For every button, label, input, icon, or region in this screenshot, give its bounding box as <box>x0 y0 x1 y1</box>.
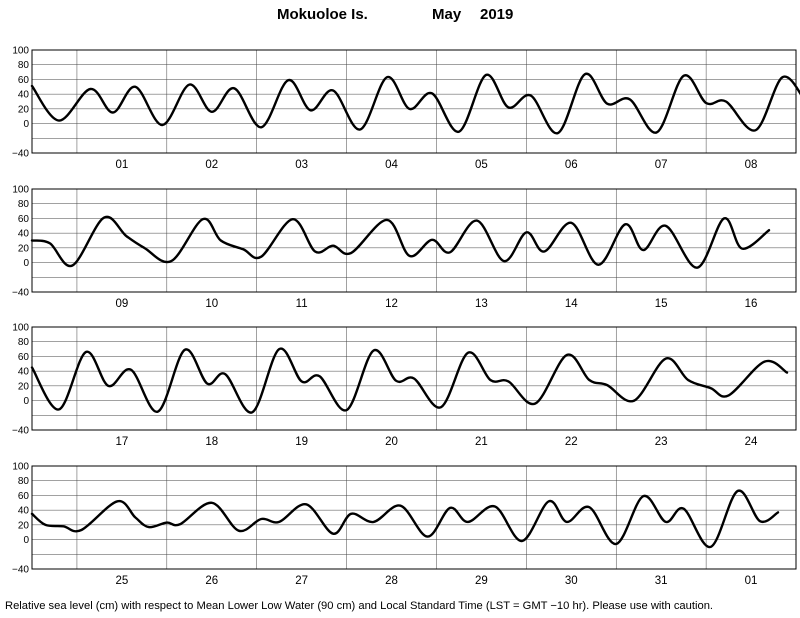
y-tick-label: 40 <box>18 367 30 378</box>
day-label: 25 <box>115 575 128 587</box>
day-label: 12 <box>385 298 398 310</box>
tide-panel-1: 100 80 60 40 20 0 −40 01 02 03 04 05 06 07 08 <box>12 46 800 171</box>
y-tick-label: 0 <box>23 396 29 407</box>
y-tick-label: 20 <box>18 243 30 254</box>
panel-frame <box>31 188 797 293</box>
day-label: 02 <box>205 159 218 171</box>
day-label: 19 <box>295 436 308 448</box>
day-label: 13 <box>475 298 488 310</box>
y-tick-label: 40 <box>18 229 30 240</box>
day-label: 29 <box>475 575 488 587</box>
tide-curve <box>30 347 789 414</box>
y-tick-label: 0 <box>23 119 29 130</box>
tide-curve <box>30 215 771 269</box>
day-label: 03 <box>295 159 308 171</box>
day-label: 28 <box>385 575 398 587</box>
caption: Relative sea level (cm) with respect to … <box>5 600 714 612</box>
day-label: 24 <box>745 436 758 448</box>
chart-title-year: 2019 <box>480 6 514 23</box>
y-tick-label: 60 <box>18 214 30 225</box>
tide-panel-4: 100 80 60 40 20 0 −40 25 26 27 28 29 30 31 01 <box>12 462 797 587</box>
day-label: 21 <box>475 436 488 448</box>
day-label: 10 <box>205 298 218 310</box>
day-label: 18 <box>205 436 218 448</box>
day-label: 17 <box>115 436 128 448</box>
day-label: 07 <box>655 159 668 171</box>
day-label: 23 <box>655 436 668 448</box>
day-label: 20 <box>385 436 398 448</box>
day-label: 27 <box>295 575 308 587</box>
y-tick-label: 80 <box>18 199 30 210</box>
y-tick-label: 100 <box>12 185 29 196</box>
chart-title-month: May <box>432 6 462 23</box>
y-tick-label: 80 <box>18 60 30 71</box>
y-tick-label: 80 <box>18 337 30 348</box>
day-label: 01 <box>745 575 758 587</box>
day-label: 16 <box>745 298 758 310</box>
y-tick-label: 100 <box>12 323 29 334</box>
tide-curve <box>30 72 800 135</box>
y-tick-label: 0 <box>23 535 29 546</box>
y-tick-label: 100 <box>12 46 29 57</box>
day-label: 14 <box>565 298 578 310</box>
day-label: 06 <box>565 159 578 171</box>
day-label: 09 <box>115 298 128 310</box>
y-tick-label: 20 <box>18 520 30 531</box>
day-label: 22 <box>565 436 578 448</box>
chart-title-station: Mokuoloe Is. <box>277 6 368 23</box>
y-tick-label: −40 <box>12 565 29 576</box>
panel-frame <box>31 326 797 431</box>
tide-curve <box>30 489 780 549</box>
day-label: 26 <box>205 575 218 587</box>
y-tick-label: 60 <box>18 352 30 363</box>
y-tick-label: 40 <box>18 506 30 517</box>
day-label: 04 <box>385 159 398 171</box>
y-tick-label: −40 <box>12 149 29 160</box>
tide-panel-2: 100 80 60 40 20 0 −40 09 10 11 12 13 14 15 16 <box>12 185 797 310</box>
day-label: 31 <box>655 575 668 587</box>
y-tick-label: 100 <box>12 462 29 473</box>
y-tick-label: 60 <box>18 491 30 502</box>
y-tick-label: −40 <box>12 426 29 437</box>
y-tick-label: 40 <box>18 90 30 101</box>
y-tick-label: 60 <box>18 75 30 86</box>
panel-frame <box>31 49 797 154</box>
day-label: 30 <box>565 575 578 587</box>
day-label: 01 <box>115 159 128 171</box>
day-label: 05 <box>475 159 488 171</box>
y-tick-label: −40 <box>12 288 29 299</box>
tide-panel-3: 100 80 60 40 20 0 −40 17 18 19 20 21 22 23 24 <box>12 323 797 448</box>
y-tick-label: 20 <box>18 104 30 115</box>
y-tick-label: 80 <box>18 476 30 487</box>
y-tick-label: 20 <box>18 381 30 392</box>
day-label: 15 <box>655 298 668 310</box>
day-label: 11 <box>296 298 308 310</box>
y-tick-label: 0 <box>23 258 29 269</box>
day-label: 08 <box>745 159 758 171</box>
panel-frame <box>31 465 797 570</box>
